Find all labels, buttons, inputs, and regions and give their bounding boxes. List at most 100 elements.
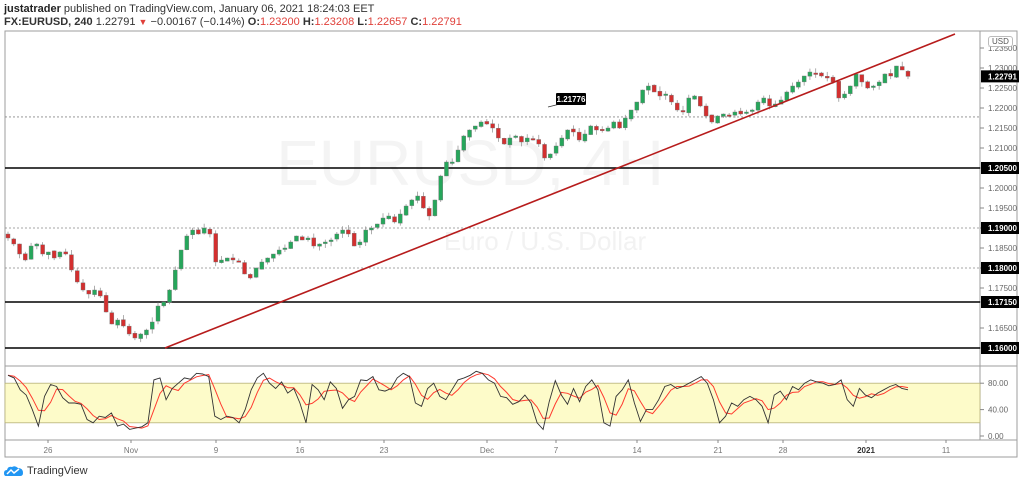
trendline xyxy=(164,33,956,349)
candle xyxy=(276,249,282,255)
time-tick: 2021 xyxy=(857,446,875,455)
candle xyxy=(640,89,645,104)
candle xyxy=(853,73,859,87)
low-value: 1.22657 xyxy=(367,16,408,28)
candle xyxy=(675,102,680,111)
candle xyxy=(242,262,247,275)
candle xyxy=(467,129,472,138)
candle xyxy=(755,101,761,111)
candle xyxy=(721,113,726,117)
time-tick: 21 xyxy=(714,446,723,455)
candle xyxy=(92,289,97,295)
candle xyxy=(542,144,547,159)
symbol-watermark: EURUSD, 4H xyxy=(276,127,664,199)
svg-text:1.21776: 1.21776 xyxy=(557,95,586,104)
price-label-highlight xyxy=(981,222,1019,234)
candle xyxy=(69,254,74,271)
candle xyxy=(796,81,801,88)
candle xyxy=(450,161,455,164)
last-price: 1.22791 xyxy=(95,16,136,28)
price-tick: 1.21500 xyxy=(988,124,1017,133)
price-tick: 1.16000 xyxy=(988,344,1017,353)
candle xyxy=(605,127,611,132)
time-tick: 9 xyxy=(214,446,219,455)
price-tick: 1.22500 xyxy=(988,84,1017,93)
candle xyxy=(34,243,40,247)
candle xyxy=(651,84,657,93)
candle xyxy=(426,208,432,217)
candle xyxy=(703,105,709,117)
candle xyxy=(155,305,161,322)
time-tick: 7 xyxy=(554,446,559,455)
price-change: −0.00167 (−0.14%) xyxy=(150,16,245,28)
candle xyxy=(225,257,230,262)
candle xyxy=(421,196,426,209)
candle xyxy=(86,290,91,295)
candle xyxy=(161,301,166,307)
candle xyxy=(323,241,328,244)
time-tick: 16 xyxy=(296,446,305,455)
candle xyxy=(680,110,686,113)
candle xyxy=(23,253,28,261)
candle xyxy=(213,233,218,263)
candle xyxy=(294,235,299,242)
candle xyxy=(478,121,484,127)
symbol-label: FX:EURUSD, 240 xyxy=(4,16,93,28)
candle xyxy=(496,128,501,139)
candle xyxy=(859,74,865,83)
candle xyxy=(836,81,841,99)
candle xyxy=(282,247,288,250)
candle xyxy=(611,121,616,129)
tradingview-cloud-icon xyxy=(4,466,23,476)
candle xyxy=(144,329,149,336)
candle xyxy=(576,131,582,141)
time-tick: 14 xyxy=(633,446,642,455)
open-label: O: xyxy=(247,16,260,28)
candle xyxy=(819,72,824,77)
candle xyxy=(761,97,766,104)
price-tick: 1.23500 xyxy=(988,44,1017,53)
candle xyxy=(300,236,305,241)
price-tick: 1.21000 xyxy=(988,144,1017,153)
price-label-highlight xyxy=(981,296,1019,308)
candle xyxy=(219,259,224,263)
candle xyxy=(328,239,334,242)
candle xyxy=(207,228,213,235)
candle xyxy=(905,70,911,77)
time-tick: Dec xyxy=(480,446,494,455)
candle xyxy=(865,81,870,89)
stoch-d-line xyxy=(7,372,909,429)
symbol-info: FX:EURUSD, 240 1.22791 ▼ −0.00167 (−0.14… xyxy=(4,16,462,28)
candle xyxy=(726,114,732,117)
candle xyxy=(519,136,524,143)
candle xyxy=(588,125,593,135)
candle xyxy=(109,312,115,325)
candle xyxy=(253,267,259,278)
candle xyxy=(507,137,513,146)
candle xyxy=(490,123,495,129)
candle xyxy=(582,133,588,142)
candle xyxy=(386,215,391,220)
author-name[interactable]: justatrader xyxy=(4,3,61,15)
candle xyxy=(750,109,755,112)
candle xyxy=(882,73,888,84)
high-label: H: xyxy=(302,16,315,28)
candle xyxy=(871,85,876,88)
candle xyxy=(369,227,374,231)
candle xyxy=(126,325,132,335)
price-tick: 1.19500 xyxy=(988,204,1017,213)
stochastic-band xyxy=(4,382,981,424)
candle xyxy=(473,125,478,130)
candle xyxy=(894,65,899,78)
candle xyxy=(415,195,420,201)
brand-name: TradingView xyxy=(27,465,88,477)
currency-badge[interactable]: USD xyxy=(988,36,1013,47)
close-label: C: xyxy=(410,16,423,28)
svg-text:40.00: 40.00 xyxy=(988,406,1009,415)
candle xyxy=(138,333,143,339)
candle xyxy=(444,161,449,177)
tradingview-logo[interactable]: TradingView xyxy=(4,465,88,477)
time-tick: 28 xyxy=(779,446,788,455)
candle xyxy=(305,237,311,240)
